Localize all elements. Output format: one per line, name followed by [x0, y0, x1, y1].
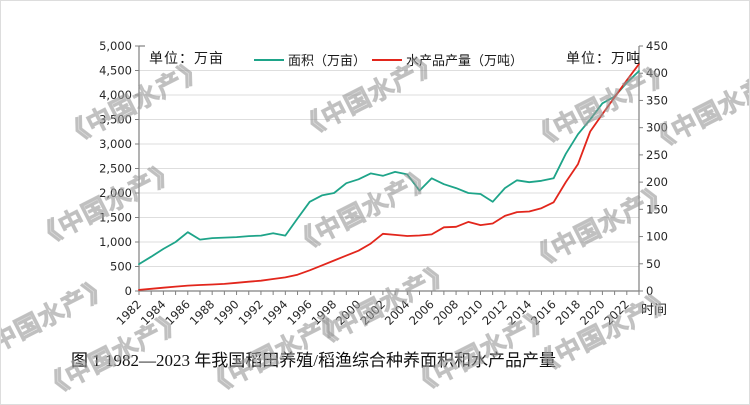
svg-text:1,500: 1,500 [99, 211, 132, 225]
svg-text:2,000: 2,000 [99, 186, 132, 200]
svg-text:2020: 2020 [577, 297, 608, 328]
svg-text:2016: 2016 [528, 297, 559, 328]
svg-text:100: 100 [646, 230, 668, 244]
svg-text:1992: 1992 [235, 297, 266, 328]
svg-text:1986: 1986 [162, 297, 193, 328]
svg-text:450: 450 [646, 39, 668, 53]
svg-text:3,500: 3,500 [99, 113, 132, 127]
legend-item-area: 面积（万亩） [254, 50, 366, 69]
svg-text:2008: 2008 [431, 297, 462, 328]
svg-text:1990: 1990 [211, 297, 242, 328]
svg-text:50: 50 [646, 257, 661, 271]
figure-caption: 图 1 1982—2023 年我国稻田养殖/稻渔综合种养面积和水产品产量 [71, 351, 556, 370]
svg-text:2000: 2000 [333, 297, 364, 328]
svg-text:1,000: 1,000 [99, 235, 132, 249]
svg-text:2006: 2006 [406, 297, 437, 328]
svg-text:3,000: 3,000 [99, 137, 132, 151]
svg-text:5,000: 5,000 [99, 39, 132, 53]
svg-text:400: 400 [646, 66, 668, 80]
svg-text:2,500: 2,500 [99, 162, 132, 176]
svg-text:500: 500 [110, 260, 132, 274]
svg-text:2012: 2012 [479, 297, 510, 328]
area-series-line-swatch [254, 58, 284, 61]
chart-area: 0 500 1,000 1,500 2,000 2,500 3,000 3,500 4,000 4… [1, 1, 749, 341]
svg-text:0: 0 [125, 284, 132, 298]
svg-text:2004: 2004 [382, 297, 413, 328]
area-series-label: 面积（万亩） [288, 54, 367, 69]
svg-text:350: 350 [646, 93, 668, 107]
svg-text:1988: 1988 [187, 297, 218, 328]
svg-text:2014: 2014 [504, 297, 535, 328]
svg-text:1998: 1998 [309, 297, 340, 328]
svg-text:4,500: 4,500 [99, 64, 132, 78]
svg-text:1982: 1982 [114, 297, 145, 328]
production-series-label: 水产品产量（万吨） [406, 54, 524, 69]
svg-text:2002: 2002 [357, 297, 388, 328]
right-axis-unit-label: 单位：万吨 [566, 51, 641, 67]
svg-text:1996: 1996 [284, 297, 315, 328]
legend-item-production: 水产品产量（万吨） [372, 50, 523, 69]
svg-text:0: 0 [646, 284, 653, 298]
production-series-line-swatch [372, 58, 403, 61]
svg-text:300: 300 [646, 121, 668, 135]
x-axis-title: 时间 [641, 303, 668, 318]
svg-text:2010: 2010 [455, 297, 486, 328]
svg-text:2022: 2022 [601, 297, 632, 328]
legend: 面积（万亩） 水产品产量（万吨） [254, 50, 523, 69]
svg-text:4,000: 4,000 [99, 88, 132, 102]
svg-text:250: 250 [646, 148, 668, 162]
svg-text:200: 200 [646, 175, 668, 189]
svg-text:150: 150 [646, 202, 668, 216]
svg-text:2018: 2018 [553, 297, 584, 328]
left-axis-unit-label: 单位：万亩 [149, 51, 224, 67]
svg-text:1994: 1994 [260, 297, 291, 328]
svg-text:1984: 1984 [138, 297, 169, 328]
line-chart: 05001,0001,5002,0002,5003,0003,5004,0004… [99, 39, 668, 328]
